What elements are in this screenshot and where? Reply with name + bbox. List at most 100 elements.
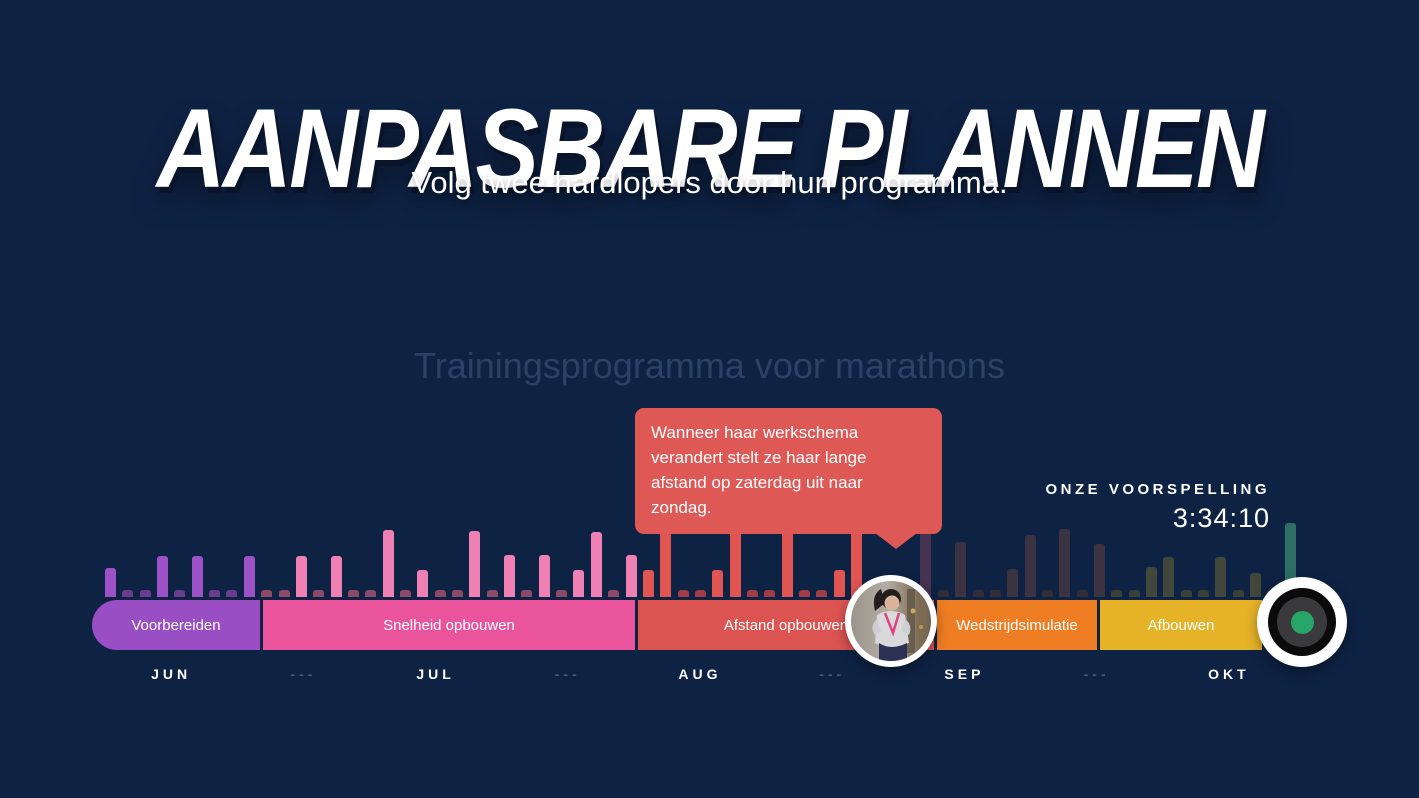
story-tooltip-text: Wanneer haar werkschema verandert stelt …	[651, 423, 867, 517]
training-day-bar	[920, 525, 932, 597]
training-day-bar	[642, 570, 654, 597]
training-day-bar	[729, 527, 741, 597]
training-day-bar	[1232, 590, 1244, 597]
phase-band-label: Wedstrijdsimulatie	[956, 616, 1078, 634]
chart-title: Trainingsprogramma voor marathons	[414, 345, 1005, 386]
phase-band-snelheid-opbouwen: Snelheid opbouwen	[263, 600, 635, 650]
runner-photo-illustration	[851, 581, 931, 661]
phase-band-label: Snelheid opbouwen	[383, 616, 515, 634]
training-day-bar	[139, 590, 151, 597]
training-day-bar	[660, 527, 672, 597]
training-day-bar	[1111, 590, 1123, 597]
training-day-bar	[434, 590, 446, 597]
training-day-bar	[764, 590, 776, 597]
training-day-bar	[1215, 557, 1227, 597]
page-subtitle: Volg twee hardlopers door hun programma.	[411, 165, 1008, 200]
training-day-bar	[955, 542, 967, 597]
training-day-bar	[746, 590, 758, 597]
training-day-bar	[1024, 535, 1036, 597]
training-day-bar	[1128, 590, 1140, 597]
phase-timeline: Voorbereiden Snelheid opbouwen Afstand opb…	[0, 600, 1419, 650]
phase-band-wedstrijdsimulatie: Wedstrijdsimulatie	[937, 600, 1097, 650]
training-day-bar	[157, 556, 169, 597]
training-day-bar	[816, 590, 828, 597]
month-axis: JUN --- JUL --- AUG --- SEP --- OKT	[105, 666, 1295, 682]
training-day-bar	[1198, 590, 1210, 597]
training-day-bar	[573, 570, 585, 597]
phase-band-voorbereiden: Voorbereiden	[92, 600, 260, 650]
training-day-bar	[417, 570, 429, 597]
runner-photo	[851, 581, 931, 661]
month-axis-dash: ---	[819, 666, 846, 682]
badge-green-dot-icon	[1290, 610, 1314, 634]
training-day-bar	[1041, 590, 1053, 597]
training-day-bar	[313, 590, 325, 597]
month-axis-label: OKT	[1208, 666, 1250, 682]
month-axis-label: JUL	[416, 666, 455, 682]
badge-outer-ring-icon	[1268, 588, 1336, 656]
training-day-bar	[1284, 523, 1296, 597]
training-day-bar	[608, 590, 620, 597]
month-axis-label: JUN	[151, 666, 192, 682]
training-day-bar	[1163, 557, 1175, 597]
training-day-bar	[278, 590, 290, 597]
training-day-bar	[1093, 544, 1105, 597]
badge-inner-ring-icon	[1277, 597, 1327, 647]
training-day-bar	[851, 527, 863, 597]
training-day-bar	[989, 590, 1001, 597]
training-day-bar	[174, 590, 186, 597]
phase-band-label: Afbouwen	[1147, 616, 1215, 634]
month-axis-label: AUG	[678, 666, 722, 682]
training-day-bar	[209, 590, 221, 597]
training-day-bar	[504, 555, 516, 597]
training-day-bar	[452, 590, 463, 597]
training-day-bar	[191, 556, 203, 597]
month-axis-dash: ---	[1083, 666, 1110, 682]
tooltip-pointer-icon	[875, 533, 917, 549]
training-day-bar	[365, 590, 377, 597]
training-day-bar	[469, 531, 481, 597]
training-day-bar	[243, 556, 255, 597]
training-day-bar	[590, 532, 602, 597]
training-day-bar	[382, 530, 394, 597]
training-day-bar	[972, 590, 984, 597]
training-day-bar	[1007, 569, 1019, 597]
training-day-bar	[799, 590, 810, 597]
page-title: AANPASBARE PLANNEN	[156, 86, 1265, 212]
month-axis-dash: ---	[554, 666, 581, 682]
prediction-label: ONZE VOORSPELLING	[1045, 481, 1270, 498]
phase-band-afbouwen: Afbouwen	[1100, 600, 1262, 650]
training-day-bar	[694, 590, 706, 597]
training-day-bar	[625, 555, 637, 597]
training-day-bar	[538, 555, 550, 597]
story-tooltip: Wanneer haar werkschema verandert stelt …	[635, 408, 942, 549]
training-day-bar	[347, 590, 359, 597]
training-day-bar	[556, 590, 568, 597]
training-day-bar	[295, 556, 307, 597]
prediction-block: ONZE VOORSPELLING 3:34:10	[1045, 481, 1270, 534]
month-axis-dash: ---	[290, 666, 317, 682]
training-day-bar	[937, 590, 949, 597]
training-day-bar	[1059, 529, 1071, 597]
training-day-bar	[1250, 573, 1262, 597]
training-day-bar	[521, 590, 533, 597]
training-day-bar	[330, 556, 342, 597]
training-day-bar	[781, 527, 793, 597]
runner-avatar-marker	[845, 575, 937, 667]
month-axis-label: SEP	[944, 666, 985, 682]
training-day-bar	[677, 590, 689, 597]
training-day-bar	[105, 568, 116, 597]
training-day-bar	[833, 570, 845, 597]
training-day-bar	[399, 590, 411, 597]
training-day-bar	[226, 590, 238, 597]
phase-band-label: Voorbereiden	[131, 616, 221, 634]
prediction-time: 3:34:10	[1172, 503, 1270, 533]
training-day-bar	[1076, 590, 1088, 597]
race-day-badge	[1257, 577, 1347, 667]
training-day-bar	[1180, 590, 1192, 597]
training-day-bar	[122, 590, 134, 597]
training-day-bar	[712, 570, 724, 597]
training-day-bar	[261, 590, 273, 597]
